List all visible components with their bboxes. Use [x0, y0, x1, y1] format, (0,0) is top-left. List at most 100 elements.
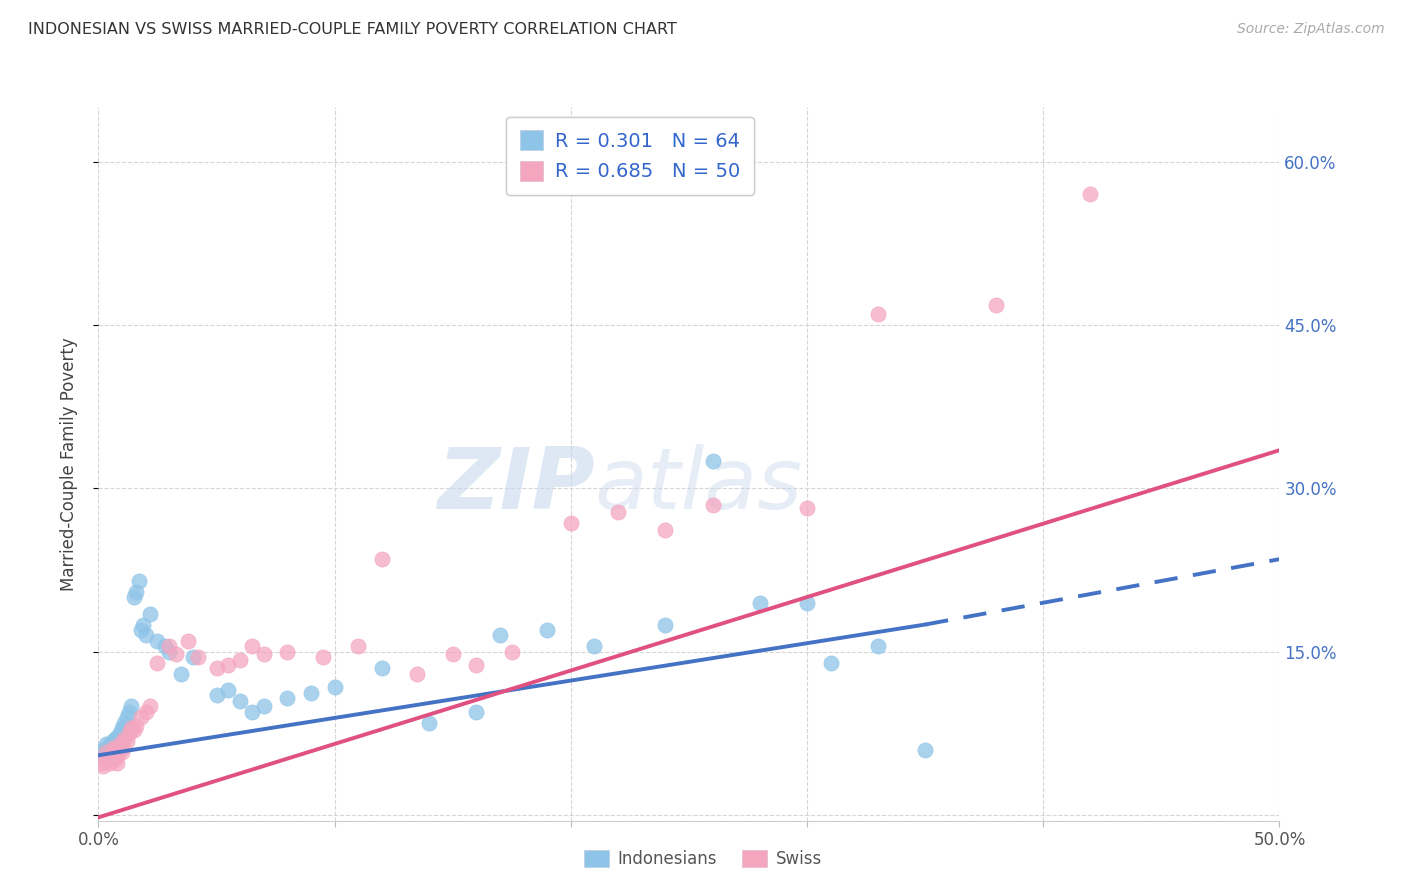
Point — [217, 682, 239, 697]
Point — [181, 650, 204, 665]
Point — [112, 721, 135, 735]
Point — [146, 633, 169, 648]
Point — [135, 705, 157, 719]
Point — [98, 738, 121, 752]
Point — [299, 686, 322, 700]
Point — [157, 645, 180, 659]
Point — [139, 699, 162, 714]
Point — [101, 740, 124, 755]
Point — [108, 730, 131, 744]
Point — [418, 715, 440, 730]
Point — [98, 740, 121, 755]
Point — [607, 505, 630, 519]
Point — [112, 731, 135, 746]
Point — [129, 623, 152, 637]
Text: ZIP: ZIP — [437, 443, 595, 527]
Point — [105, 756, 128, 770]
Point — [866, 640, 889, 654]
Point — [118, 705, 141, 719]
Point — [111, 726, 134, 740]
Point — [115, 710, 138, 724]
Point — [560, 516, 582, 531]
Point — [129, 710, 152, 724]
Point — [111, 731, 134, 746]
Text: atlas: atlas — [595, 443, 803, 527]
Point — [866, 307, 889, 321]
Point — [104, 734, 127, 748]
Point — [101, 734, 124, 748]
Point — [128, 574, 150, 588]
Point — [153, 640, 176, 654]
Point — [108, 738, 131, 752]
Legend: R = 0.301   N = 64, R = 0.685   N = 50: R = 0.301 N = 64, R = 0.685 N = 50 — [506, 117, 754, 194]
Point — [820, 656, 842, 670]
Y-axis label: Married-Couple Family Poverty: Married-Couple Family Poverty — [59, 337, 77, 591]
Point — [91, 759, 114, 773]
Point — [94, 743, 117, 757]
Point — [104, 743, 127, 757]
Point — [796, 596, 818, 610]
Point — [465, 705, 488, 719]
Point — [157, 640, 180, 654]
Legend: Indonesians, Swiss: Indonesians, Swiss — [578, 843, 828, 875]
Point — [135, 628, 157, 642]
Point — [276, 690, 298, 705]
Point — [177, 633, 200, 648]
Point — [97, 743, 120, 757]
Point — [91, 748, 114, 763]
Point — [253, 699, 276, 714]
Point — [125, 585, 148, 599]
Point — [748, 596, 770, 610]
Point — [205, 689, 228, 703]
Point — [654, 617, 676, 632]
Point — [121, 699, 143, 714]
Point — [139, 607, 162, 621]
Text: INDONESIAN VS SWISS MARRIED-COUPLE FAMILY POVERTY CORRELATION CHART: INDONESIAN VS SWISS MARRIED-COUPLE FAMIL… — [28, 22, 678, 37]
Point — [240, 640, 263, 654]
Point — [796, 500, 818, 515]
Point — [276, 645, 298, 659]
Point — [583, 640, 606, 654]
Point — [94, 745, 117, 759]
Point — [104, 740, 127, 755]
Point — [165, 647, 187, 661]
Point — [105, 734, 128, 748]
Point — [94, 738, 117, 752]
Point — [98, 745, 121, 759]
Point — [125, 719, 148, 733]
Point — [121, 721, 143, 735]
Point — [98, 748, 121, 763]
Point — [118, 726, 141, 740]
Point — [702, 498, 724, 512]
Point — [97, 740, 120, 755]
Point — [104, 751, 127, 765]
Point — [132, 617, 155, 632]
Point — [229, 653, 252, 667]
Point — [229, 694, 252, 708]
Point — [90, 756, 112, 770]
Point — [111, 721, 134, 735]
Point — [104, 731, 127, 746]
Point — [115, 734, 138, 748]
Point — [101, 748, 124, 763]
Point — [111, 740, 134, 755]
Point — [111, 745, 134, 759]
Point — [101, 740, 124, 755]
Point — [347, 640, 370, 654]
Point — [371, 661, 394, 675]
Text: Source: ZipAtlas.com: Source: ZipAtlas.com — [1237, 22, 1385, 37]
Point — [91, 743, 114, 757]
Point — [312, 650, 335, 665]
Point — [146, 656, 169, 670]
Point — [240, 705, 263, 719]
Point — [984, 298, 1007, 312]
Point — [914, 743, 936, 757]
Point — [253, 647, 276, 661]
Point — [108, 726, 131, 740]
Point — [501, 645, 523, 659]
Point — [465, 657, 488, 672]
Point — [536, 623, 558, 637]
Point — [205, 661, 228, 675]
Point — [97, 751, 120, 765]
Point — [112, 715, 135, 730]
